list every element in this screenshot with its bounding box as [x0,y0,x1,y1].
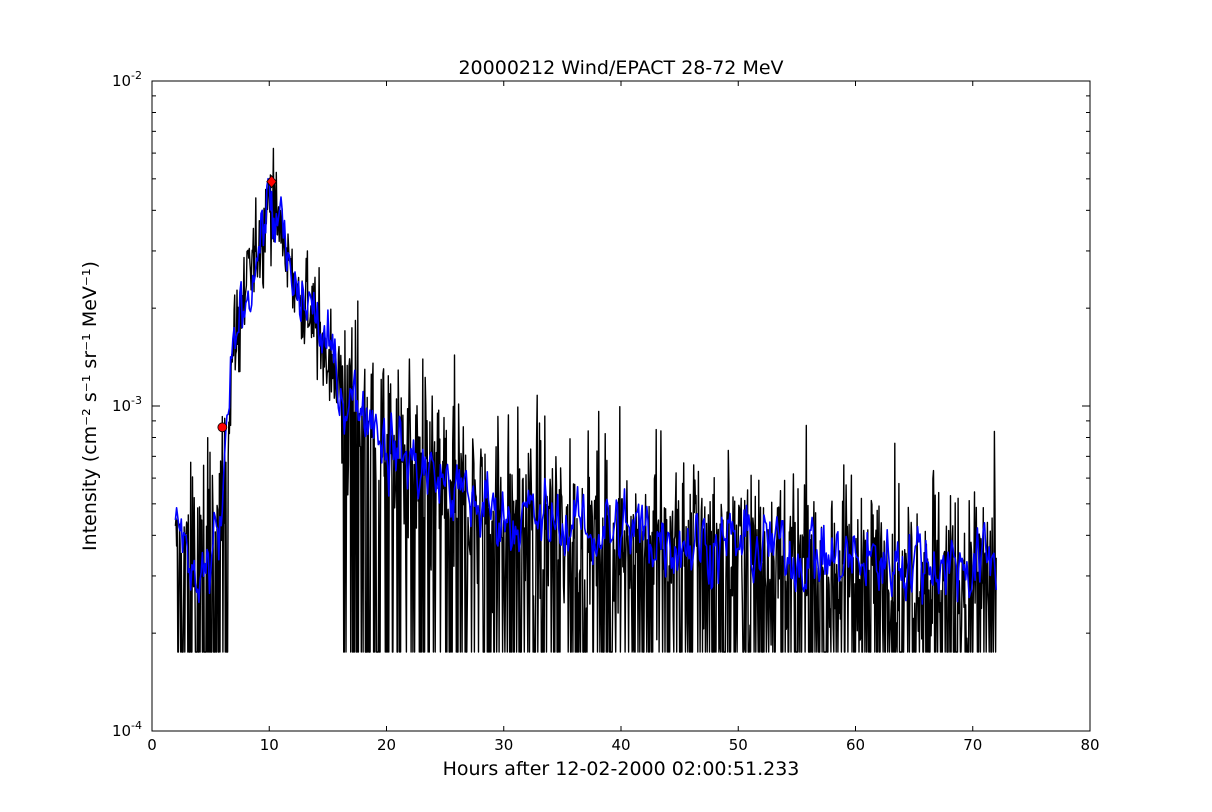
x-tick-label: 60 [846,736,865,754]
y-tick-base: 10 [112,397,131,415]
y-tick-base: 10 [112,72,131,90]
x-axis-label: Hours after 12-02-2000 02:00:51.233 [443,758,800,780]
marker-layer [217,175,277,433]
y-tick-label: 10-4 [112,719,142,740]
x-tick-label: 50 [729,736,748,754]
x-tick-label: 20 [377,736,396,754]
series-layer [174,147,997,653]
x-tick-label: 10 [260,736,279,754]
y-tick-label: 10-2 [112,69,142,90]
series-smoothed-line [174,177,997,605]
chart-title: 20000212 Wind/EPACT 28-72 MeV [458,57,783,79]
y-tick-labels: 10-410-310-2 [112,69,142,740]
y-tick-exponent: -4 [131,719,142,732]
marker-circle [217,422,228,433]
x-tick-label: 70 [963,736,982,754]
y-tick-exponent: -2 [131,69,142,82]
marker-diamond [266,175,277,189]
ticks-layer [151,80,1091,732]
x-tick-label: 0 [147,736,157,754]
y-tick-base: 10 [112,722,131,740]
x-tick-label: 40 [611,736,630,754]
y-axis-label: Intensity (cm⁻² s⁻¹ sr⁻¹ MeV⁻¹) [79,261,101,551]
x-tick-label: 80 [1080,736,1099,754]
y-tick-label: 10-3 [112,394,142,415]
x-tick-labels: 0 10 20 30 40 50 60 70 80 [147,736,1099,754]
x-tick-label: 30 [494,736,513,754]
series-raw-line [174,147,997,653]
y-tick-exponent: -3 [131,394,142,407]
